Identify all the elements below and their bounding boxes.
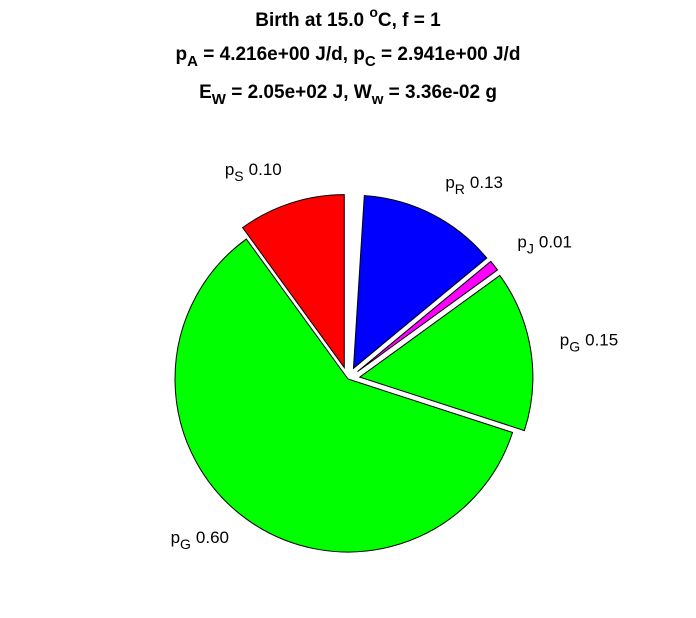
label-subscript: G [569,338,580,354]
pie-slice [174,238,514,553]
slice-label: pG 0.15 [560,330,618,354]
title-part: C, f = 1 [378,10,441,31]
chart-title: EW = 2.05e+02 J, Ww = 3.36e-02 g [199,82,497,108]
title-part: w [371,91,384,108]
pie-slice [358,274,534,432]
chart-title: Birth at 15.0 oC, f = 1 [255,4,441,31]
title-part: = 2.941e+00 J/d [376,44,521,65]
title-part: A [187,53,198,70]
title-part: C [365,53,376,70]
title-part: Birth at 15.0 [255,10,369,31]
label-value: 0.15 [585,330,618,349]
title-part: = 2.05e+02 J, W [226,82,372,103]
title-part: = 3.36e-02 g [383,82,497,103]
chart-title: pA = 4.216e+00 J/d, pC = 2.941e+00 J/d [176,44,521,70]
label-value: 0.13 [470,173,503,192]
pie-slice [357,260,499,373]
label-subscript: J [527,241,534,257]
label-name: p [445,173,454,192]
label-value: 0.60 [196,528,229,547]
slice-label: pJ 0.01 [517,233,572,257]
label-value: 0.01 [539,233,572,252]
title-part: = 4.216e+00 J/d, p [198,44,365,65]
label-subscript: G [180,536,191,552]
title-part: o [369,4,378,20]
slice-label: pR 0.13 [445,173,503,197]
pie-slice [352,195,488,370]
label-name: p [171,528,180,547]
label-name: p [560,330,569,349]
label-subscript: S [234,168,243,184]
pie-slice [241,194,345,370]
label-value: 0.10 [249,160,282,179]
slice-label: pG 0.60 [171,528,229,552]
label-subscript: R [455,181,465,197]
slice-label: pS 0.10 [225,160,282,184]
title-part: p [176,44,188,65]
label-name: p [517,233,526,252]
title-part: E [199,82,212,103]
title-part: W [212,91,227,108]
label-name: p [225,160,234,179]
